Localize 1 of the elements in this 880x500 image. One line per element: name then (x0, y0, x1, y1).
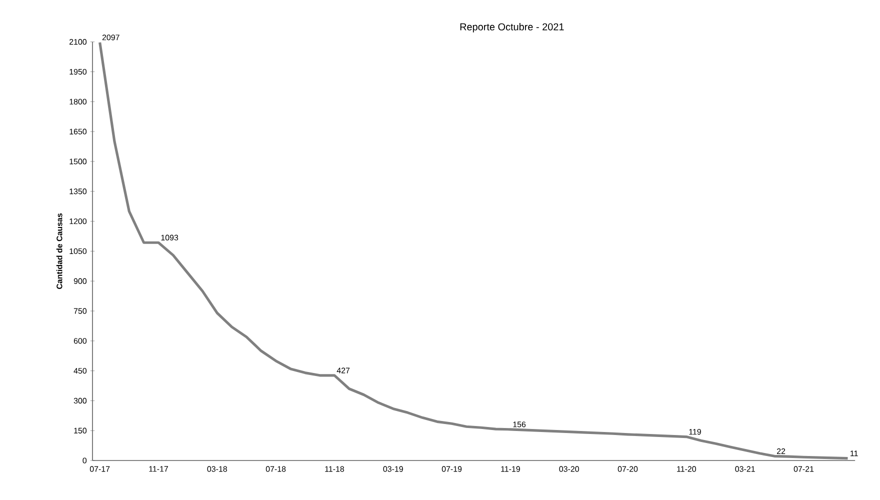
chart-title: Reporte Octubre - 2021 (460, 22, 564, 32)
